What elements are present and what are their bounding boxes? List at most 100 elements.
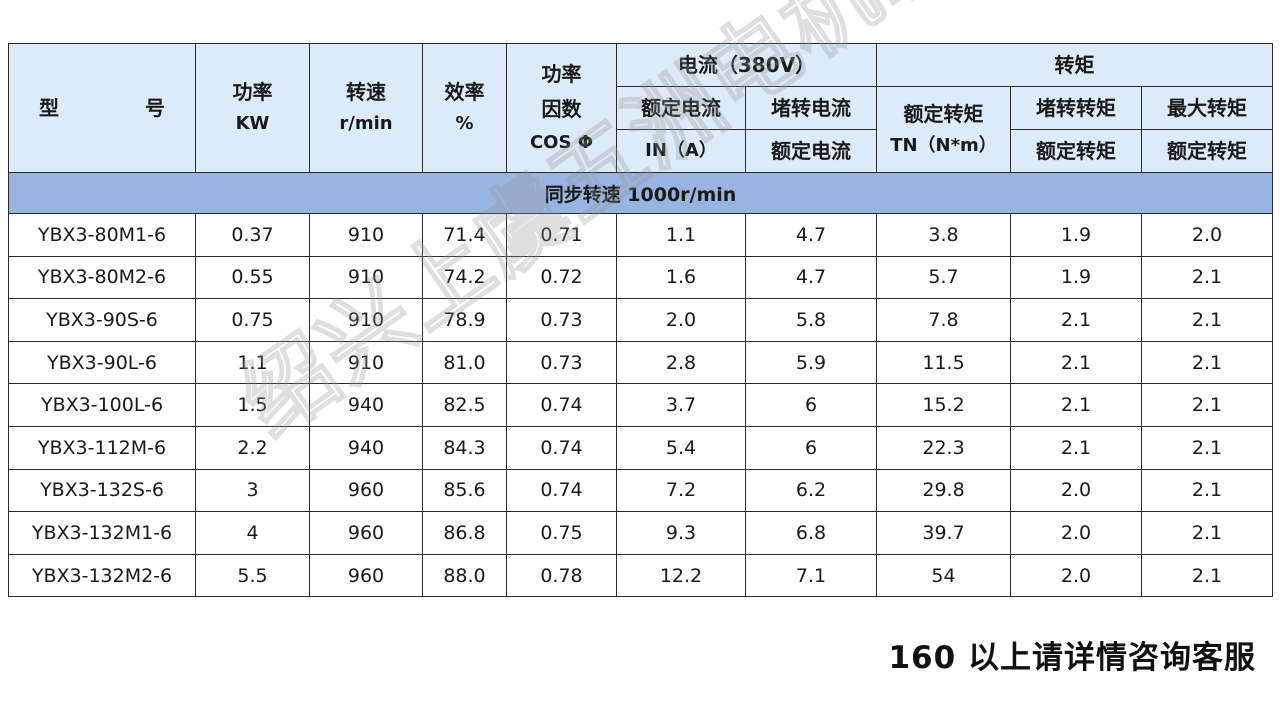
cell-locked-torque-ratio: 2.0: [1010, 511, 1143, 555]
cell-rated-current: 1.6: [616, 255, 746, 300]
table-row: YBX3-132M2-6 5.5 960 88.0 0.78 12.2 7.1 54 2.0 2.…: [8, 553, 1274, 598]
cell-efficiency: 84.3: [422, 425, 507, 470]
header-speed-unit: r/min: [339, 113, 393, 135]
cell-max-torque-ratio: 2.1: [1141, 298, 1274, 342]
cell-efficiency: 78.9: [422, 298, 507, 342]
cell-locked-torque-ratio: 1.9: [1010, 213, 1143, 257]
cell-power-factor: 0.75: [506, 511, 617, 555]
cell-efficiency: 88.0: [422, 553, 507, 598]
cell-rated-torque: 29.8: [876, 468, 1012, 513]
header-model-char2: 号: [145, 95, 165, 120]
cell-speed: 940: [309, 383, 423, 427]
cell-model: YBX3-90L-6: [8, 340, 196, 385]
cell-locked-current-ratio: 6: [744, 383, 878, 427]
cell-locked-torque-ratio: 2.0: [1010, 553, 1143, 598]
cell-rated-torque: 7.8: [876, 298, 1012, 342]
cell-locked-current-ratio: 6.2: [744, 468, 878, 513]
header-max-torque: 最大转矩: [1141, 86, 1274, 130]
cell-power-factor: 0.74: [506, 425, 617, 470]
cell-power-factor: 0.72: [506, 255, 617, 300]
table-row: YBX3-132S-6 3 960 85.6 0.74 7.2 6.2 29.8 2.0 2.1: [8, 468, 1274, 513]
cell-locked-torque-ratio: 2.1: [1010, 298, 1143, 342]
header-model-char1: 型: [39, 95, 59, 120]
cell-model: YBX3-80M1-6: [8, 213, 196, 257]
cell-power: 4: [195, 511, 310, 555]
cell-efficiency: 74.2: [422, 255, 507, 300]
cell-max-torque-ratio: 2.1: [1141, 425, 1274, 470]
cell-power: 3: [195, 468, 310, 513]
header-torque-group: 转矩: [876, 43, 1274, 87]
cell-power: 0.75: [195, 298, 310, 342]
header-pf-line3: COS Φ: [529, 131, 594, 153]
cell-power-factor: 0.73: [506, 340, 617, 385]
cell-power: 0.55: [195, 255, 310, 300]
cell-rated-current: 1.1: [616, 213, 746, 257]
cell-power-factor: 0.71: [506, 213, 617, 257]
header-rated-torque-label: 额定转矩: [903, 101, 984, 126]
cell-max-torque-ratio: 2.1: [1141, 511, 1274, 555]
table-row: YBX3-80M1-6 0.37 910 71.4 0.71 1.1 4.7 3.8 1.9 2.…: [8, 213, 1274, 257]
header-model: 型 号: [8, 43, 196, 173]
cell-speed: 910: [309, 340, 423, 385]
cell-locked-current-ratio: 5.8: [744, 298, 878, 342]
table-row: YBX3-80M2-6 0.55 910 74.2 0.72 1.6 4.7 5.7 1.9 2.…: [8, 255, 1274, 300]
header-max-torque-denominator: 额定转矩: [1141, 129, 1274, 173]
motor-spec-table: 型 号 功率 KW 转速 r/min 效率 % 功率: [7, 43, 1274, 598]
cell-speed: 910: [309, 213, 423, 257]
cell-power: 1.5: [195, 383, 310, 427]
cell-rated-current: 7.2: [616, 468, 746, 513]
cell-power-factor: 0.78: [506, 553, 617, 598]
cell-efficiency: 86.8: [422, 511, 507, 555]
cell-power-factor: 0.73: [506, 298, 617, 342]
cell-model: YBX3-132S-6: [8, 468, 196, 513]
cell-rated-current: 2.0: [616, 298, 746, 342]
cell-speed: 960: [309, 553, 423, 598]
cell-locked-current-ratio: 7.1: [744, 553, 878, 598]
cell-locked-torque-ratio: 2.1: [1010, 383, 1143, 427]
header-efficiency-label: 效率: [444, 80, 485, 105]
cell-model: YBX3-80M2-6: [8, 255, 196, 300]
cell-locked-torque-ratio: 2.1: [1010, 340, 1143, 385]
data-rows: YBX3-80M1-6 0.37 910 71.4 0.71 1.1 4.7 3.8 1.9 2.…: [8, 213, 1274, 598]
cell-rated-torque: 22.3: [876, 425, 1012, 470]
section-title: 同步转速 1000r/min: [7, 172, 1274, 214]
header-power-label: 功率: [232, 80, 273, 105]
cell-model: YBX3-132M1-6: [8, 511, 196, 555]
cell-speed: 910: [309, 298, 423, 342]
cell-rated-current: 9.3: [616, 511, 746, 555]
header-locked-current-denominator: 额定电流: [744, 129, 878, 173]
cell-rated-torque: 15.2: [876, 383, 1012, 427]
header-efficiency-unit: %: [455, 113, 474, 135]
cell-efficiency: 82.5: [422, 383, 507, 427]
cell-rated-current: 3.7: [616, 383, 746, 427]
table-row: YBX3-90L-6 1.1 910 81.0 0.73 2.8 5.9 11.5 2.1 2.1: [8, 340, 1274, 385]
cell-max-torque-ratio: 2.1: [1141, 255, 1274, 300]
header-power-factor: 功率 因数 COS Φ: [506, 43, 617, 173]
cell-locked-current-ratio: 6: [744, 425, 878, 470]
cell-locked-current-ratio: 4.7: [744, 213, 878, 257]
header-rated-current-unit: IN（A）: [616, 129, 746, 173]
cell-model: YBX3-90S-6: [8, 298, 196, 342]
cell-locked-current-ratio: 5.9: [744, 340, 878, 385]
header-power-unit: KW: [235, 113, 270, 135]
cell-power: 2.2: [195, 425, 310, 470]
cell-max-torque-ratio: 2.1: [1141, 383, 1274, 427]
header-power: 功率 KW: [195, 43, 310, 173]
cell-max-torque-ratio: 2.1: [1141, 553, 1274, 598]
table-row: YBX3-132M1-6 4 960 86.8 0.75 9.3 6.8 39.7 2.0 2.1: [8, 511, 1274, 555]
cell-locked-torque-ratio: 2.0: [1010, 468, 1143, 513]
cell-efficiency: 85.6: [422, 468, 507, 513]
cell-rated-current: 2.8: [616, 340, 746, 385]
cell-locked-current-ratio: 4.7: [744, 255, 878, 300]
table-row: YBX3-100L-6 1.5 940 82.5 0.74 3.7 6 15.2 2.1 2.1: [8, 383, 1274, 427]
cell-model: YBX3-132M2-6: [8, 553, 196, 598]
cell-rated-torque: 11.5: [876, 340, 1012, 385]
cell-rated-torque: 39.7: [876, 511, 1012, 555]
cell-speed: 940: [309, 425, 423, 470]
cell-efficiency: 81.0: [422, 340, 507, 385]
header-current-group: 电流（380V）: [615, 43, 878, 87]
header-speed-label: 转速: [346, 80, 386, 105]
cell-locked-torque-ratio: 2.1: [1010, 425, 1143, 470]
cell-rated-torque: 54: [876, 553, 1012, 598]
header-efficiency: 效率 %: [422, 43, 507, 173]
